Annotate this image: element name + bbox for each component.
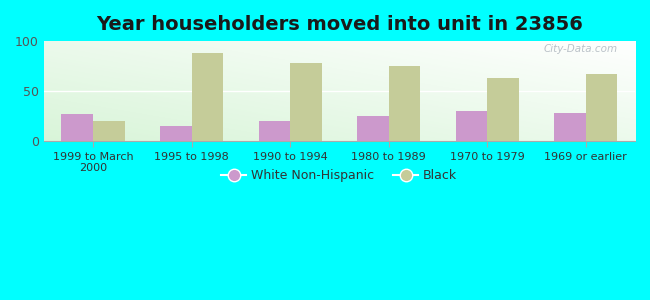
Bar xyxy=(357,116,389,141)
Bar xyxy=(160,126,192,141)
Legend: White Non-Hispanic, Black: White Non-Hispanic, Black xyxy=(216,164,462,187)
Bar xyxy=(586,74,617,141)
Bar xyxy=(93,121,125,141)
Bar xyxy=(456,111,488,141)
Bar xyxy=(62,114,93,141)
Bar xyxy=(259,121,290,141)
Bar xyxy=(488,78,519,141)
Bar xyxy=(290,63,322,141)
Text: City-Data.com: City-Data.com xyxy=(543,44,618,54)
Bar xyxy=(554,113,586,141)
Bar xyxy=(389,66,420,141)
Title: Year householders moved into unit in 23856: Year householders moved into unit in 238… xyxy=(96,15,583,34)
Bar xyxy=(192,53,223,141)
